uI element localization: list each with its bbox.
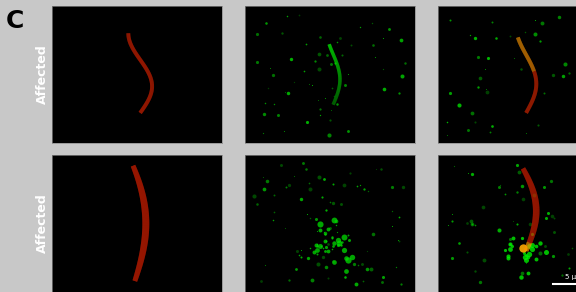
Text: 5 μm: 5 μm <box>564 274 576 280</box>
Text: C: C <box>6 9 24 33</box>
Text: Affected: Affected <box>36 45 49 104</box>
Text: Affected: Affected <box>36 194 49 253</box>
